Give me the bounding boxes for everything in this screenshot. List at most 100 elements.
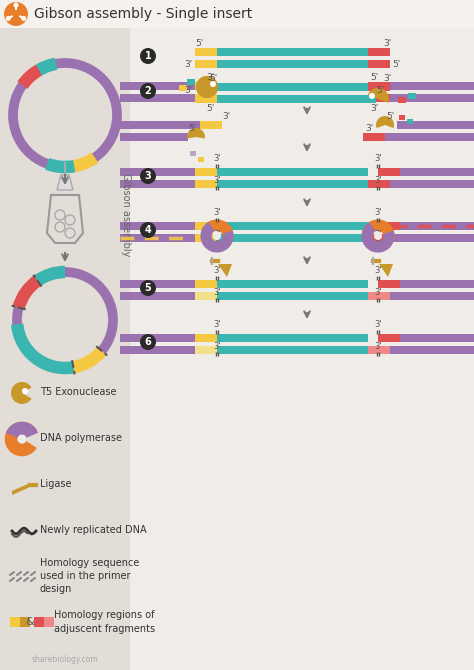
Circle shape	[21, 16, 26, 21]
Bar	[368, 60, 390, 68]
Bar	[120, 292, 195, 300]
Text: 3': 3'	[213, 176, 221, 185]
Bar	[195, 60, 217, 68]
Text: 5': 5'	[370, 73, 378, 82]
Polygon shape	[12, 483, 30, 495]
Circle shape	[374, 232, 382, 240]
Circle shape	[140, 280, 156, 296]
Polygon shape	[57, 175, 73, 190]
Bar	[378, 280, 400, 288]
Bar	[217, 60, 368, 68]
Bar	[217, 292, 368, 300]
Polygon shape	[379, 264, 393, 277]
Bar	[217, 334, 368, 342]
Text: 3': 3'	[370, 104, 378, 113]
Text: 3': 3'	[213, 342, 221, 351]
Bar	[120, 346, 195, 354]
Text: 3': 3'	[213, 208, 221, 217]
Text: 3': 3'	[374, 320, 382, 329]
Text: Homology regions of
adjuscent fragments: Homology regions of adjuscent fragments	[54, 610, 155, 634]
Bar	[198, 157, 204, 162]
Bar	[44, 617, 54, 627]
Text: 3': 3'	[374, 154, 382, 163]
Bar	[195, 94, 217, 102]
Text: 3': 3'	[384, 39, 392, 48]
Text: 3': 3'	[213, 230, 221, 239]
Text: 5': 5'	[387, 112, 395, 121]
Text: 3': 3'	[213, 320, 221, 329]
Bar	[187, 79, 195, 85]
Bar	[368, 234, 390, 242]
Text: 3': 3'	[374, 288, 382, 297]
Bar	[195, 180, 217, 188]
Circle shape	[13, 3, 18, 7]
Bar	[368, 94, 390, 102]
Bar	[217, 234, 368, 242]
Text: Newly replicated DNA: Newly replicated DNA	[40, 525, 146, 535]
Bar	[398, 97, 406, 103]
Text: 4: 4	[145, 225, 151, 235]
Text: &: &	[26, 617, 35, 627]
Bar	[195, 234, 217, 242]
Bar	[217, 280, 368, 288]
Text: 3': 3'	[374, 176, 382, 185]
Circle shape	[6, 16, 11, 21]
Bar	[120, 168, 195, 176]
Bar	[368, 346, 390, 354]
Text: Gibson assembly - Single insert: Gibson assembly - Single insert	[34, 7, 252, 21]
Bar	[378, 168, 400, 176]
Bar	[217, 168, 368, 176]
Bar	[120, 180, 195, 188]
Bar	[363, 133, 385, 141]
Circle shape	[140, 48, 156, 64]
Wedge shape	[376, 116, 394, 128]
Text: DNA polymerase: DNA polymerase	[40, 433, 122, 443]
Bar	[209, 83, 368, 91]
Text: 5': 5'	[392, 60, 400, 69]
Bar	[195, 168, 217, 176]
Circle shape	[196, 76, 218, 98]
Polygon shape	[218, 264, 232, 277]
Circle shape	[210, 81, 216, 87]
Bar	[10, 617, 20, 627]
Text: 3': 3'	[213, 288, 221, 297]
Bar	[120, 280, 195, 288]
Circle shape	[140, 168, 156, 184]
Bar	[368, 83, 390, 91]
Bar	[120, 133, 188, 141]
Bar	[120, 222, 195, 230]
Text: 5': 5'	[209, 74, 217, 83]
Text: 3': 3'	[213, 154, 221, 163]
Circle shape	[213, 232, 221, 240]
Circle shape	[140, 222, 156, 238]
Text: 6: 6	[145, 337, 151, 347]
Text: Gibson assembly: Gibson assembly	[121, 174, 131, 257]
Bar	[400, 334, 474, 342]
Bar	[217, 222, 368, 230]
Text: 3': 3'	[365, 124, 373, 133]
Bar	[120, 334, 195, 342]
Bar	[195, 48, 217, 56]
Bar	[397, 121, 474, 129]
Bar	[195, 334, 217, 342]
Circle shape	[4, 2, 28, 26]
Bar	[217, 95, 376, 103]
Bar	[390, 82, 474, 90]
Bar	[368, 180, 390, 188]
Text: 3': 3'	[374, 266, 382, 275]
Bar	[378, 222, 400, 230]
Bar	[390, 180, 474, 188]
Text: 1: 1	[145, 51, 151, 61]
Wedge shape	[187, 128, 205, 139]
Bar	[390, 292, 474, 300]
Bar	[195, 292, 217, 300]
Bar	[378, 334, 400, 342]
Bar	[195, 95, 217, 103]
Wedge shape	[368, 88, 389, 103]
Bar	[408, 93, 416, 99]
Bar	[368, 48, 390, 56]
Text: 3': 3'	[374, 342, 382, 351]
Bar	[120, 82, 195, 90]
Circle shape	[140, 334, 156, 350]
Bar	[407, 119, 413, 124]
